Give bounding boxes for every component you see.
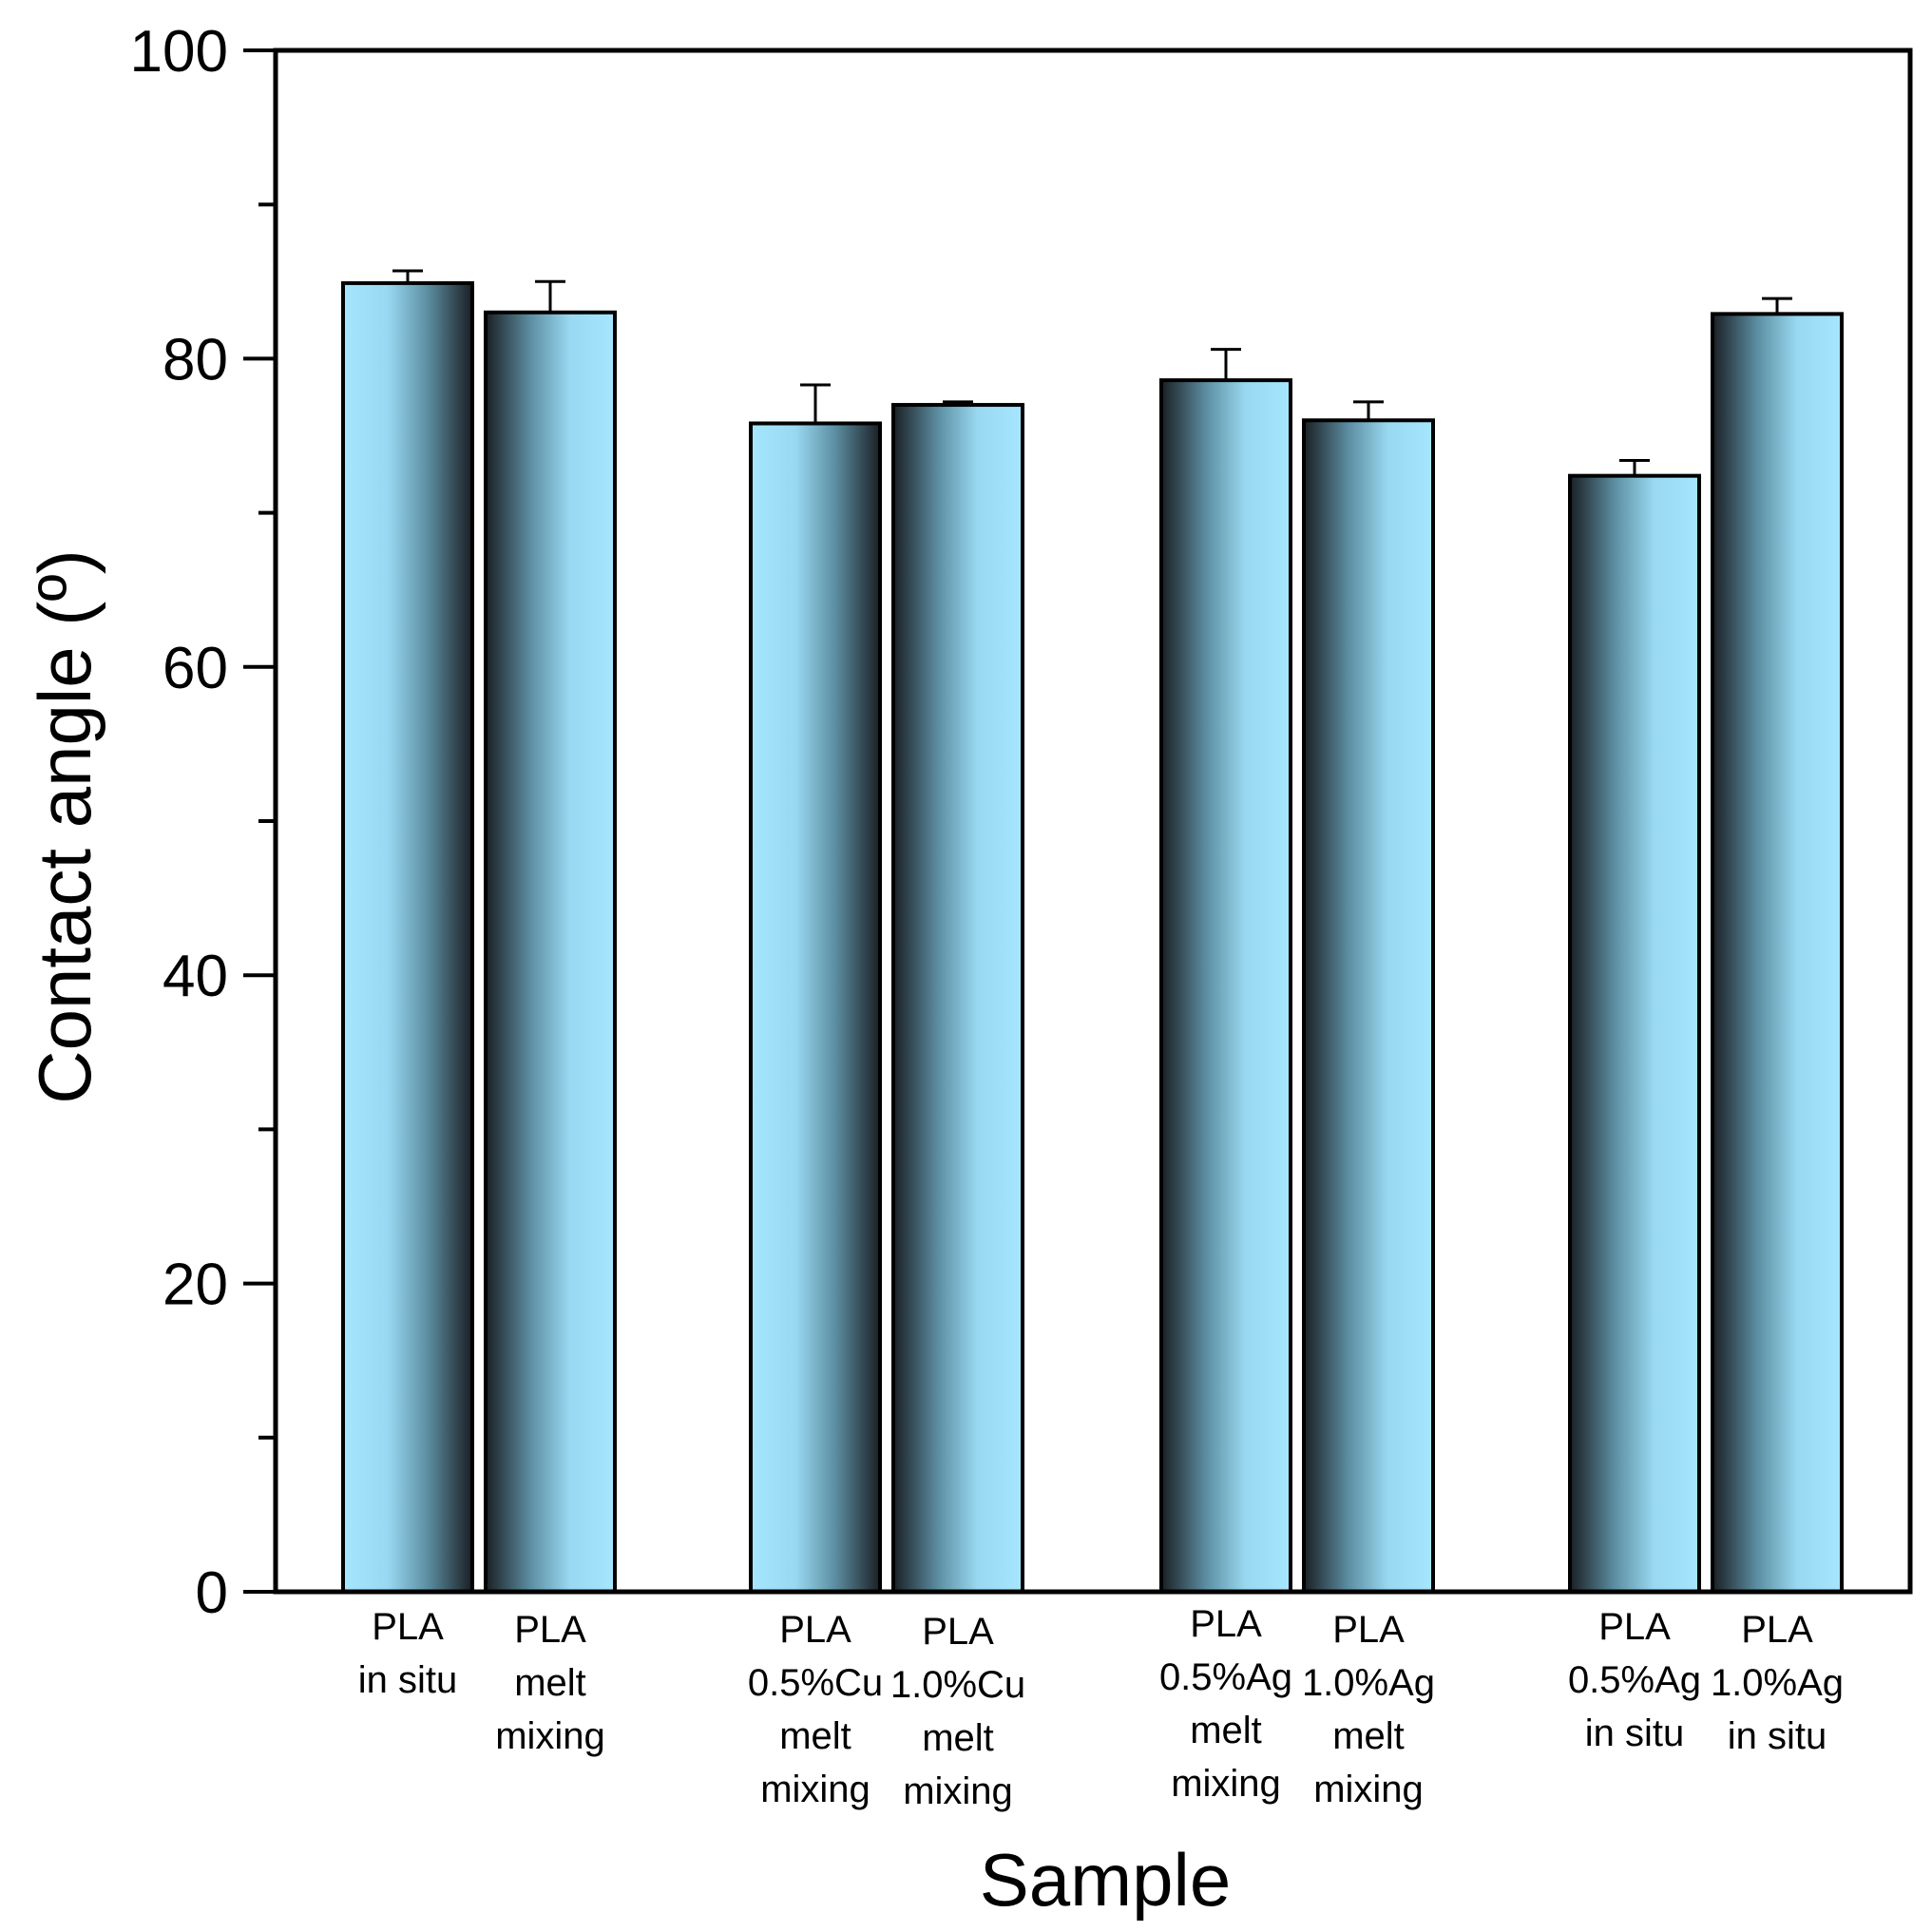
category-label-line: 1.0%Cu (890, 1664, 1025, 1706)
error-bar-1 (392, 269, 423, 283)
category-label-line: PLA (1741, 1609, 1813, 1651)
error-bar-3 (800, 383, 831, 424)
category-label-line: mixing (495, 1715, 605, 1757)
bar-6 (1302, 418, 1435, 1594)
category-label-line: mixing (1313, 1769, 1424, 1810)
category-label-line: 0.5%Ag (1568, 1659, 1701, 1701)
category-label-line: mixing (903, 1770, 1013, 1812)
category-label-line: in situ (1728, 1715, 1827, 1757)
category-label-line: melt (1332, 1715, 1405, 1757)
bar-1 (341, 280, 474, 1594)
category-label-line: PLA (1598, 1606, 1671, 1648)
category-label-line: PLA (372, 1606, 444, 1648)
category-label-2: PLA melt mixing (495, 1609, 605, 1757)
category-label-3: PLA 0.5%Cu melt mixing (748, 1609, 883, 1810)
category-label-line: mixing (1171, 1763, 1281, 1805)
category-label-line: melt (922, 1717, 994, 1759)
y-tick-label: 60 (163, 636, 228, 701)
bar-5 (1159, 378, 1292, 1594)
category-label-line: PLA (1332, 1609, 1405, 1651)
category-label-line: PLA (1190, 1603, 1262, 1645)
ticks-layer: 0 20 40 60 80 100 (130, 19, 276, 1626)
category-label-line: in situ (358, 1659, 458, 1701)
error-bar-8 (1762, 296, 1792, 315)
category-label-8: PLA 1.0%Ag in situ (1711, 1609, 1844, 1757)
category-label-line: 0.5%Cu (748, 1662, 883, 1704)
bars-layer (341, 280, 1844, 1594)
category-label-line: melt (779, 1715, 851, 1757)
category-label-line: melt (1190, 1710, 1262, 1751)
error-bar-4 (943, 400, 973, 406)
y-tick-label: 0 (196, 1560, 228, 1626)
category-label-line: PLA (922, 1611, 994, 1653)
category-label-line: 1.0%Ag (1711, 1662, 1844, 1704)
bar-3 (749, 421, 882, 1594)
category-label-4: PLA 1.0%Cu melt mixing (890, 1611, 1025, 1812)
y-tick-label: 40 (163, 944, 228, 1009)
error-bar-5 (1211, 348, 1241, 381)
category-label-line: mixing (760, 1769, 870, 1810)
category-label-line: PLA (514, 1609, 586, 1651)
category-label-line: 0.5%Ag (1159, 1656, 1292, 1698)
category-label-line: 1.0%Ag (1302, 1662, 1435, 1704)
category-label-line: melt (514, 1662, 586, 1704)
x-axis-title: Sample (980, 1838, 1231, 1922)
category-label-5: PLA 0.5%Ag melt mixing (1159, 1603, 1292, 1805)
error-bars-layer (392, 269, 1792, 476)
bar-4 (891, 403, 1024, 1594)
category-label-line: PLA (779, 1609, 851, 1651)
category-label-1: PLA in situ (358, 1606, 458, 1701)
error-bar-6 (1353, 400, 1384, 421)
category-label-line: in situ (1585, 1712, 1685, 1754)
y-tick-label: 80 (163, 327, 228, 392)
bar-7 (1568, 473, 1701, 1594)
category-label-7: PLA 0.5%Ag in situ (1568, 1606, 1701, 1754)
category-labels-layer: PLA in situ PLA melt mixing PLA 0.5%Cu melt mixi… (358, 1603, 1844, 1812)
category-label-6: PLA 1.0%Ag melt mixing (1302, 1609, 1435, 1810)
y-tick-label: 20 (163, 1253, 228, 1318)
y-tick-label: 100 (130, 19, 228, 85)
bar-2 (484, 310, 617, 1594)
bar-8 (1711, 312, 1844, 1594)
error-bar-7 (1619, 458, 1650, 476)
error-bar-2 (535, 279, 565, 313)
y-axis-title: Contact angle (º) (23, 549, 106, 1103)
